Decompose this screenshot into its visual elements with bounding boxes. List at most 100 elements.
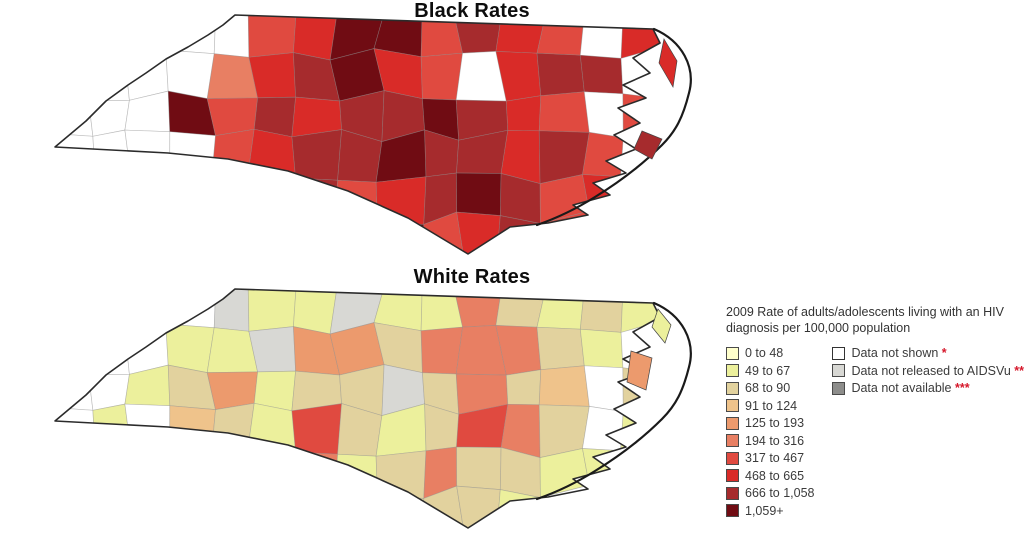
county-cell <box>665 491 708 533</box>
county-cell <box>291 403 342 455</box>
county-cell <box>131 169 179 218</box>
county-cell <box>252 212 294 254</box>
legend-swatch <box>726 469 739 482</box>
legend-item: 666 to 1,058 <box>726 486 832 500</box>
county-cell <box>289 216 341 254</box>
county-cells <box>55 15 660 254</box>
legend-swatch <box>726 364 739 377</box>
county-cell <box>124 15 177 57</box>
county-cell <box>55 87 94 137</box>
county-cell <box>456 172 502 216</box>
state-outline <box>54 14 661 255</box>
county-cell <box>291 129 342 181</box>
legend-item: 0 to 48 <box>726 346 832 360</box>
county-cell <box>55 289 89 334</box>
county-cell <box>84 445 134 491</box>
legend-label: 91 to 124 <box>745 398 798 413</box>
county-cell <box>420 52 464 101</box>
legend-label: Data not released to AIDSVu ** <box>851 363 1024 378</box>
legend-label: 125 to 193 <box>745 416 805 430</box>
county-cell <box>293 15 338 61</box>
black-rates-title: Black Rates <box>414 0 530 22</box>
coastal-county-patch <box>651 308 672 344</box>
legend-label: Data not available *** <box>851 381 970 395</box>
legend-columns: 0 to 48 49 to 67 68 to 90 91 to 124 125 to 1… <box>726 346 1024 522</box>
legend: 2009 Rate of adults/adolescents living w… <box>726 304 1024 522</box>
county-cell <box>55 132 96 181</box>
county-cell <box>211 170 258 214</box>
county-cell <box>169 405 216 446</box>
outer-banks-outline <box>535 301 692 501</box>
legend-swatch <box>726 381 739 395</box>
county-cell <box>536 326 585 371</box>
county-cell <box>213 15 250 58</box>
county-cell <box>248 52 296 99</box>
legend-label: 0 to 48 <box>745 346 784 360</box>
county-cell <box>538 91 590 133</box>
county-cell <box>583 91 624 139</box>
legend-item: 468 to 665 <box>726 469 832 483</box>
legend-title: 2009 Rate of adults/adolescents living w… <box>726 305 1004 336</box>
county-cell <box>456 446 502 490</box>
legend-swatch <box>726 434 739 447</box>
county-cell <box>420 326 464 375</box>
county-cell <box>211 444 258 488</box>
legend-label: 194 to 316 <box>745 433 805 448</box>
county-cell <box>505 369 542 406</box>
county-cell <box>87 15 126 60</box>
white-rates-title: White Rates <box>413 266 531 288</box>
county-cell <box>169 131 216 172</box>
county-cell <box>247 15 297 58</box>
legend-swatch <box>726 416 739 430</box>
county-cell <box>165 289 217 329</box>
county-cell <box>132 488 179 528</box>
legend-item: Data not released to AIDSVu ** <box>832 363 1024 378</box>
legend-item: Data not available *** <box>832 381 1024 395</box>
county-cell <box>84 171 134 217</box>
county-cell <box>536 15 585 56</box>
legend-swatch <box>726 346 739 360</box>
county-cell <box>165 15 217 55</box>
county-cell <box>132 214 179 254</box>
legend-item: 68 to 90 <box>726 381 832 395</box>
county-cell <box>334 216 382 254</box>
legend-item: 91 to 124 <box>726 398 832 413</box>
legend-footnote-marker: *** <box>951 381 970 395</box>
legend-special-list: Data not shown * Data not released to AID… <box>832 346 1024 522</box>
legend-footnote-marker: ** <box>1010 363 1024 378</box>
legend-swatch <box>832 364 846 377</box>
legend-swatch <box>726 399 739 412</box>
county-cell <box>579 328 624 369</box>
county-cell <box>620 404 660 453</box>
county-cell <box>293 289 338 335</box>
county-cell <box>248 326 296 373</box>
legend-label: 317 to 467 <box>745 451 805 465</box>
legend-swatch <box>726 451 739 465</box>
county-cell <box>211 128 255 178</box>
county-cell <box>247 451 296 499</box>
county-cell <box>165 49 215 100</box>
county-cell <box>55 361 94 411</box>
county-cell <box>55 215 87 254</box>
white-rates-svg <box>54 288 708 533</box>
county-cell <box>165 323 215 374</box>
county-cell <box>621 211 660 254</box>
county-cell <box>87 55 130 101</box>
legend-swatch <box>726 504 739 517</box>
county-cell <box>334 490 382 528</box>
county-cell <box>211 402 255 452</box>
legend-swatch <box>726 486 739 500</box>
county-cell <box>377 497 425 528</box>
county-cells <box>55 289 708 533</box>
county-cell <box>55 406 96 455</box>
legend-label: 49 to 67 <box>745 363 791 378</box>
coastal-county-patch <box>633 130 663 160</box>
county-cell <box>620 450 660 492</box>
county-cell <box>169 485 217 528</box>
legend-item: 49 to 67 <box>726 363 832 378</box>
county-cell <box>536 52 585 97</box>
county-cell <box>585 210 633 254</box>
county-cell <box>55 445 96 495</box>
legend-item: 1,059+ <box>726 504 832 518</box>
legend-class-list: 0 to 48 49 to 67 68 to 90 91 to 124 125 to 1… <box>726 346 832 522</box>
